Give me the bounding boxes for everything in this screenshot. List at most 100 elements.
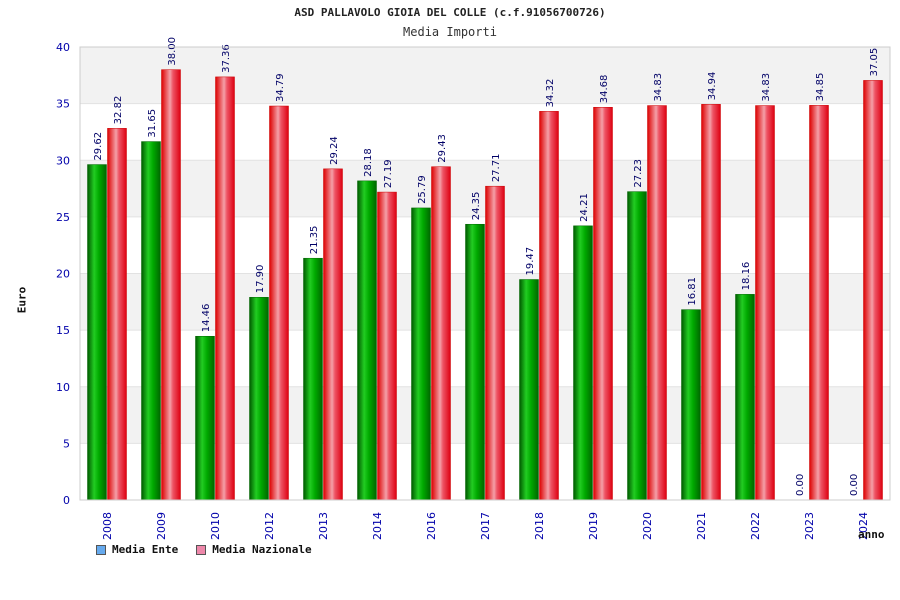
bar-media-ente — [357, 180, 377, 501]
data-labels-group: 29.62 32.82 31.65 38.00 14.46 37.36 17.90 34.79… — [93, 37, 880, 496]
chart-subtitle: Media Importi — [403, 25, 497, 39]
bar-media-nazionale — [161, 69, 181, 501]
y-tick-label: 0 — [63, 494, 70, 507]
data-label: 37.05 — [869, 48, 880, 77]
x-tick-label: 2019 — [587, 512, 600, 540]
legend-label-nazionale: Media Nazionale — [212, 543, 312, 556]
data-label: 34.79 — [275, 73, 286, 102]
data-label: 28.18 — [363, 148, 374, 177]
legend-swatch-ente — [96, 544, 106, 555]
grid-band — [80, 47, 890, 104]
bar-media-nazionale — [485, 185, 505, 501]
data-label: 19.47 — [525, 247, 536, 276]
legend-label-ente: Media Ente — [112, 543, 179, 556]
data-label: 18.16 — [741, 262, 752, 291]
y-tick-label: 20 — [56, 268, 70, 281]
x-tick-label: 2012 — [263, 512, 276, 540]
data-label: 0.00 — [795, 474, 806, 496]
y-tick-label: 40 — [56, 41, 70, 54]
data-label: 34.83 — [653, 73, 664, 102]
grid-bands — [80, 47, 890, 500]
data-label: 16.81 — [687, 277, 698, 306]
x-tick-label: 2017 — [479, 512, 492, 540]
bar-media-nazionale — [593, 106, 613, 501]
bar-media-ente — [627, 191, 647, 501]
y-tick-labels-group: 0 5 10 15 20 25 30 35 40 — [56, 41, 70, 507]
x-tick-label: 2024 — [857, 512, 870, 540]
x-tick-label: 2014 — [371, 512, 384, 540]
bar-media-nazionale — [809, 105, 829, 501]
grid-band — [80, 216, 890, 274]
data-label: 34.32 — [545, 79, 556, 108]
grid-band — [80, 443, 890, 500]
bar-media-nazionale — [323, 168, 343, 501]
data-label: 21.35 — [309, 226, 320, 255]
legend: Media Ente Media Nazionale — [96, 543, 312, 556]
data-label: 38.00 — [167, 37, 178, 66]
data-label: 25.79 — [417, 175, 428, 204]
bar-media-nazionale — [701, 104, 721, 501]
data-label: 32.82 — [113, 96, 124, 125]
y-tick-label: 5 — [63, 437, 70, 450]
data-label: 24.35 — [471, 192, 482, 221]
bar-media-ente — [465, 223, 485, 501]
bar-media-nazionale — [269, 105, 289, 501]
x-tick-label: 2020 — [641, 512, 654, 540]
data-label: 37.36 — [221, 44, 232, 73]
y-tick-label: 35 — [56, 98, 70, 111]
bars-group — [87, 69, 883, 501]
data-label: 34.94 — [707, 72, 718, 101]
plot-frame — [79, 46, 891, 501]
data-label: 34.83 — [761, 73, 772, 102]
bar-media-nazionale — [107, 128, 127, 501]
x-tick-label: 2010 — [209, 512, 222, 540]
bar-media-nazionale — [755, 105, 775, 501]
legend-item-nazionale: Media Nazionale — [196, 543, 312, 556]
x-tick-label: 2022 — [749, 512, 762, 540]
y-tick-label: 10 — [56, 381, 70, 394]
bar-media-nazionale — [215, 76, 235, 501]
bar-media-ente — [249, 297, 269, 501]
chart-title: ASD PALLAVOLO GIOIA DEL COLLE (c.f.91056… — [294, 6, 606, 19]
bar-media-ente — [195, 335, 215, 501]
bar-media-ente — [303, 257, 323, 501]
x-tick-label: 2023 — [803, 512, 816, 540]
data-label: 27.19 — [383, 159, 394, 188]
bar-media-ente — [735, 294, 755, 501]
data-label: 14.46 — [201, 304, 212, 333]
y-tick-label: 15 — [56, 324, 70, 337]
x-tick-label: 2009 — [155, 512, 168, 540]
x-tick-label: 2018 — [533, 512, 546, 540]
grid-band — [80, 160, 890, 217]
x-tick-labels-group: 2008 2009 2010 2012 2013 2014 2016 2017 2018 2019… — [101, 512, 870, 540]
bar-media-ente — [411, 207, 431, 501]
data-label: 24.21 — [579, 193, 590, 222]
bar-media-nazionale — [863, 80, 883, 501]
data-label: 29.43 — [437, 134, 448, 163]
y-tick-label: 30 — [56, 154, 70, 167]
bar-media-ente — [87, 164, 107, 501]
legend-item-ente: Media Ente — [96, 543, 178, 556]
data-label: 17.90 — [255, 265, 266, 294]
grid-band — [80, 330, 890, 387]
data-label: 27.23 — [633, 159, 644, 188]
grid-band — [80, 386, 890, 444]
bar-media-nazionale — [431, 166, 451, 501]
data-label: 27.71 — [491, 154, 502, 183]
y-gridlines — [80, 46, 890, 501]
x-tick-label: 2013 — [317, 512, 330, 540]
data-label: 0.00 — [849, 474, 860, 496]
bar-media-ente — [519, 279, 539, 501]
bar-media-nazionale — [377, 191, 397, 501]
x-axis-label: anno — [858, 528, 885, 541]
data-label: 34.68 — [599, 75, 610, 104]
bar-media-nazionale — [647, 105, 667, 501]
bar-media-ente — [141, 141, 161, 501]
grid-band — [80, 273, 890, 331]
data-label: 29.62 — [93, 132, 104, 161]
legend-swatch-nazionale — [196, 544, 207, 555]
data-label: 34.85 — [815, 73, 826, 102]
x-tick-label: 2016 — [425, 512, 438, 540]
bar-media-nazionale — [539, 111, 559, 501]
